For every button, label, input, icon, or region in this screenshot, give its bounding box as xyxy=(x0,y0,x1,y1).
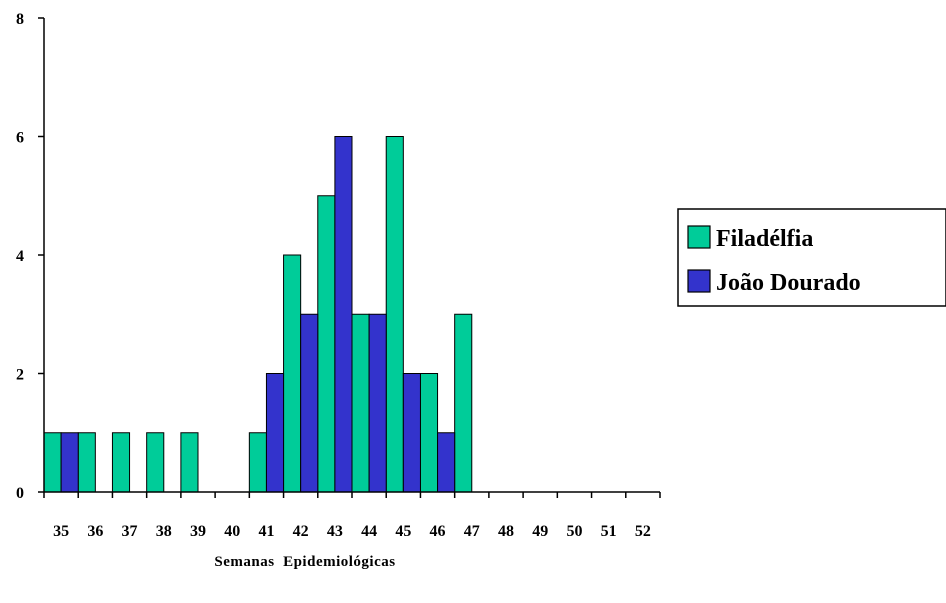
bar-series2-46 xyxy=(437,432,456,493)
bar-series1-44 xyxy=(351,313,370,493)
x-tick-label: 36 xyxy=(87,523,103,540)
x-tick-label: 49 xyxy=(532,523,548,540)
bar-series1-46 xyxy=(419,373,439,493)
bar-series1-36 xyxy=(77,432,96,493)
x-tick-label: 45 xyxy=(395,523,411,540)
y-tick-label: 4 xyxy=(16,248,24,265)
bar-series1-45 xyxy=(385,136,404,493)
bar-series1-39 xyxy=(180,432,199,493)
bar-series2-42 xyxy=(300,313,319,493)
x-tick-label: 50 xyxy=(566,523,582,540)
x-tick-label: 35 xyxy=(53,523,69,540)
legend-swatch xyxy=(687,269,711,293)
x-tick-label: 39 xyxy=(190,523,206,540)
x-tick-label: 47 xyxy=(464,523,480,540)
bar-series1-47 xyxy=(454,313,473,493)
bar-series2-35 xyxy=(60,432,79,493)
x-tick-label: 43 xyxy=(327,523,343,540)
x-axis-label: Semanas Epidemiológicas xyxy=(214,554,395,570)
bar-series1-35 xyxy=(43,432,62,493)
legend: Filadélfia João Dourado xyxy=(677,208,946,307)
x-tick-label: 37 xyxy=(122,523,138,540)
y-tick-label: 6 xyxy=(16,130,24,147)
x-tick-label: 51 xyxy=(601,523,617,540)
x-tick-label: 44 xyxy=(361,523,377,540)
x-tick-label: 38 xyxy=(156,523,172,540)
x-tick-label: 40 xyxy=(224,523,240,540)
legend-box xyxy=(677,208,946,307)
legend-label: João Dourado xyxy=(716,270,861,296)
y-ticks-group: 0 2 4 6 8 xyxy=(16,11,44,502)
y-tick-label: 8 xyxy=(16,11,24,28)
legend-swatch xyxy=(687,225,711,249)
x-ticks-group: 35 36 37 38 39 40 41 42 43 44 45 46 47 48 49 50 51 52 xyxy=(43,492,661,540)
bars-group xyxy=(43,136,473,493)
bar-series2-43 xyxy=(334,136,353,493)
x-tick-label: 42 xyxy=(293,523,309,540)
y-tick-label: 2 xyxy=(16,367,24,384)
bar-series1-37 xyxy=(111,432,131,493)
x-tick-label: 52 xyxy=(635,523,651,540)
bar-series1-42 xyxy=(283,254,302,493)
x-tick-label: 46 xyxy=(430,523,446,540)
bar-series1-43 xyxy=(317,195,336,493)
x-tick-label: 48 xyxy=(498,523,514,540)
x-tick-label: 41 xyxy=(258,523,274,540)
bar-series2-44 xyxy=(368,313,387,493)
bar-series2-45 xyxy=(402,373,421,493)
bar-series1-41 xyxy=(248,432,267,493)
legend-label: Filadélfia xyxy=(716,226,813,252)
bar-series1-38 xyxy=(146,432,165,493)
bar-series2-41 xyxy=(265,373,285,493)
y-tick-label: 0 xyxy=(16,485,24,502)
